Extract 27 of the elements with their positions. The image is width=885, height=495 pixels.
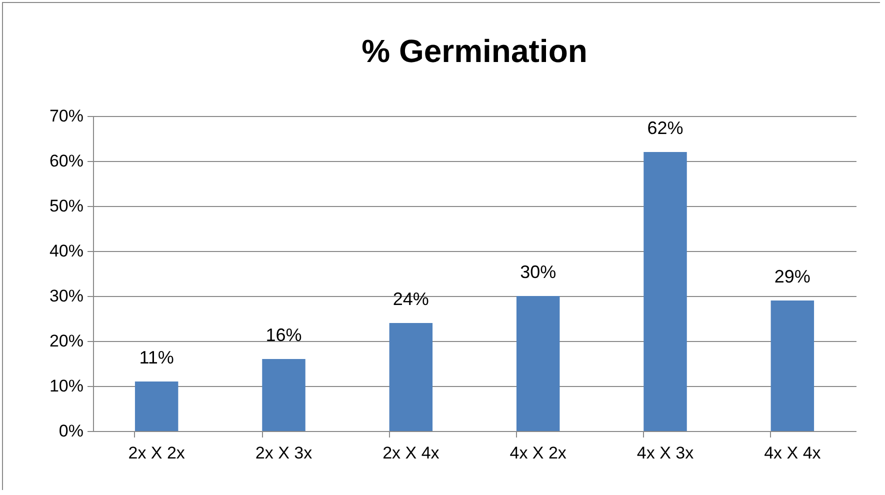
y-tick-label: 10%	[49, 376, 84, 396]
chart-title: % Germination	[362, 33, 588, 69]
bar	[134, 382, 178, 431]
data-label: 62%	[647, 118, 684, 138]
x-tick-label: 2x X 2x	[128, 444, 186, 462]
y-tick-label: 0%	[58, 422, 84, 440]
bar	[262, 359, 306, 431]
x-tick-label: 4x X 3x	[636, 444, 694, 462]
data-label: 24%	[392, 289, 429, 309]
data-label: 30%	[520, 262, 556, 282]
y-tick-label: 70%	[49, 106, 84, 126]
bar	[516, 296, 560, 431]
x-tick-label: 4x X 4x	[764, 444, 822, 462]
x-tick-label: 4x X 2x	[510, 444, 567, 462]
data-label: 29%	[774, 266, 810, 286]
y-tick-label: 30%	[49, 286, 84, 306]
data-label: 16%	[266, 325, 302, 345]
bar	[389, 323, 433, 431]
data-label: 11%	[139, 348, 174, 368]
y-tick-label: 50%	[49, 196, 84, 216]
bar	[770, 300, 814, 431]
y-tick-label: 40%	[49, 242, 84, 260]
x-tick-label: 2x X 4x	[382, 444, 440, 462]
y-tick-label: 60%	[49, 152, 84, 170]
y-tick-label: 20%	[49, 332, 84, 350]
x-tick-label: 2x X 3x	[255, 444, 313, 462]
bar	[644, 152, 687, 431]
